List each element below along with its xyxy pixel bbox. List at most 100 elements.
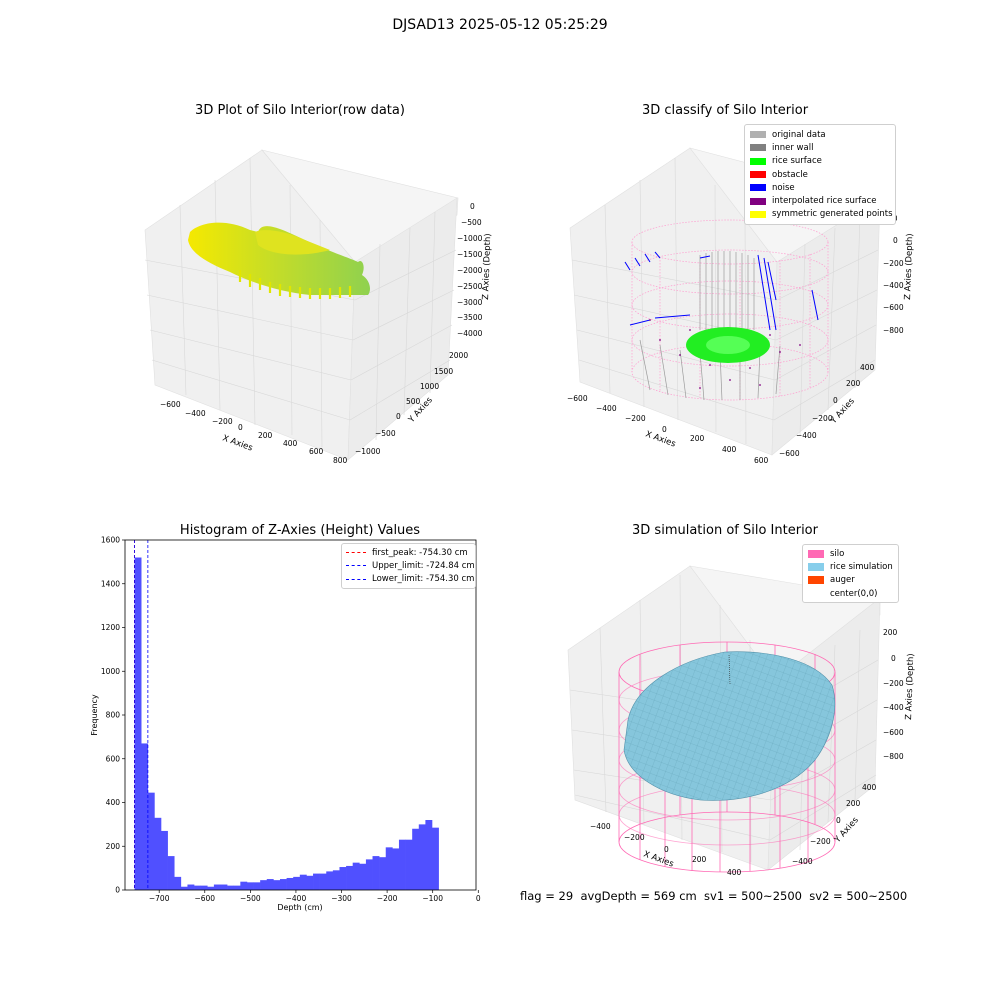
panel4-center-marker xyxy=(728,654,731,685)
panel1-z-label: Z Axies (Depth) xyxy=(481,233,493,300)
legend-label: rice simulation xyxy=(830,561,893,572)
panel1-y-tick: 1500 xyxy=(434,367,453,376)
panel4-x-label: X Axies xyxy=(642,849,675,869)
histogram-x-tick-label: −300 xyxy=(331,894,352,903)
panel2-z-tick: −800 xyxy=(883,326,904,335)
panel2-y-tick: −400 xyxy=(796,431,817,440)
panel1-z-tick: −1500 xyxy=(457,250,483,259)
panel4-x-tick: −200 xyxy=(624,833,645,842)
histogram-y-tick-label: 0 xyxy=(115,886,120,895)
histogram-bar xyxy=(425,820,433,890)
panel4-y-tick: 400 xyxy=(862,783,877,792)
legend-item: interpolated rice surface xyxy=(750,194,890,207)
histogram-y-tick-label: 800 xyxy=(106,711,121,720)
panel4-x-tick: 200 xyxy=(692,855,707,864)
histogram-bar xyxy=(418,824,426,890)
legend-item: obstacle xyxy=(750,168,890,181)
legend-swatch xyxy=(750,157,766,165)
histogram-bar xyxy=(233,885,241,890)
panel2-z-label: Z Axies (Depth) xyxy=(903,233,915,300)
panel1-z-tick: −2500 xyxy=(457,282,483,291)
legend-swatch xyxy=(808,576,824,585)
panel4-z-tick: −400 xyxy=(883,703,904,712)
histogram-bar xyxy=(293,876,301,890)
panel4-z-ticks: 200 0 −200 −400 −600 −800 xyxy=(883,628,904,761)
histogram-bar xyxy=(385,847,393,890)
panel2-x-tick: −600 xyxy=(567,394,588,403)
histogram-bar xyxy=(412,828,420,890)
legend-item: noise xyxy=(750,181,890,194)
legend-item: auger xyxy=(808,574,893,587)
panel2-z-tick: −400 xyxy=(883,281,904,290)
histogram-y-tick-label: 1200 xyxy=(101,623,120,632)
legend-label: inner wall xyxy=(772,142,814,153)
legend-item: silo xyxy=(808,547,893,560)
legend-label: interpolated rice surface xyxy=(772,196,877,207)
panel1-x-tick: 600 xyxy=(309,447,324,456)
histogram-y-ticks: 0 200 400 600 800 1000 1200 1400 1600 xyxy=(101,536,125,895)
histogram-bar xyxy=(279,879,287,890)
histogram-bars xyxy=(134,557,439,890)
panel4-x-tick: −400 xyxy=(590,822,611,831)
legend-item: inner wall xyxy=(750,141,890,154)
panel2-x-tick: −200 xyxy=(625,414,646,423)
panel1-x-tick: −400 xyxy=(185,409,206,418)
histogram-bar xyxy=(194,885,201,890)
histogram-bar xyxy=(246,882,254,890)
histogram-bar xyxy=(154,817,162,890)
histogram-bar xyxy=(273,880,281,890)
panel4-rice-simulation xyxy=(623,651,836,801)
panel2-y-tick: 200 xyxy=(846,379,861,388)
panel4-x-tick: 0 xyxy=(664,845,669,854)
panel1-y-tick: −1000 xyxy=(355,447,381,456)
histogram-bar xyxy=(299,874,307,890)
histogram-bar xyxy=(167,856,175,890)
panel1-y-tick: 500 xyxy=(406,397,421,406)
histogram-bar xyxy=(359,863,367,890)
legend-item: center(0,0) xyxy=(808,587,893,600)
histogram-bar xyxy=(161,830,168,890)
panel1-z-tick: 0 xyxy=(470,202,475,211)
legend-item: Lower_limit: -754.30 cm xyxy=(346,573,474,586)
panel4-y-ticks: −400 −200 0 200 400 xyxy=(792,783,877,866)
histogram-bar xyxy=(332,870,340,890)
panel1-point-cloud-ridges xyxy=(238,270,352,299)
legend-item: rice surface xyxy=(750,155,890,168)
histogram-x-tick-label: −200 xyxy=(377,894,398,903)
histogram-bar xyxy=(174,876,182,890)
histogram-x-tick-label: 0 xyxy=(476,894,481,903)
panel2-y-tick: −200 xyxy=(812,414,833,423)
legend-label: original data xyxy=(772,129,826,140)
histogram-bar xyxy=(379,857,387,890)
panel4-x-ticks: −400 −200 0 200 400 xyxy=(590,822,742,877)
panel1-y-ticks: −1000 −500 0 500 1000 1500 2000 xyxy=(355,351,468,456)
panel2-y-tick: 0 xyxy=(833,396,838,405)
panel2-z-tick: −600 xyxy=(883,303,904,312)
histogram-bar xyxy=(213,884,221,890)
histogram-bar xyxy=(313,873,320,890)
histogram-bar xyxy=(365,859,373,890)
histogram-x-tick-label: −100 xyxy=(422,894,443,903)
histogram-bar xyxy=(346,865,353,890)
legend-swatch xyxy=(750,144,766,152)
panel1-x-tick: 200 xyxy=(258,431,273,440)
panel2-legend: original data inner wall rice surface ob… xyxy=(744,124,896,226)
legend-item: original data xyxy=(750,128,890,141)
panel1-z-ticks: 0 −500 −1000 −1500 −2000 −2500 −3000 −35… xyxy=(457,202,483,338)
legend-label: first_peak: -754.30 cm xyxy=(372,547,468,558)
histogram-bar xyxy=(398,839,406,890)
histogram-bar xyxy=(253,882,261,890)
histogram-bar xyxy=(260,880,268,890)
legend-swatch xyxy=(750,171,766,179)
legend-label: rice surface xyxy=(772,156,822,167)
panel2-y-ticks: −600 −400 −200 0 200 400 xyxy=(779,363,875,458)
legend-swatch xyxy=(750,131,766,139)
panel2-noise-points xyxy=(624,251,819,331)
panel1-gridlines xyxy=(144,157,457,448)
panel1-x-tick: 400 xyxy=(283,439,298,448)
legend-label: Upper_limit: -724.84 cm xyxy=(372,560,475,571)
panel2-silo-wireframe xyxy=(631,219,829,401)
panel2-x-tick: −400 xyxy=(596,404,617,413)
panel1-x-ticks: −600 −400 −200 0 200 400 600 800 xyxy=(160,400,348,465)
legend-line xyxy=(346,565,366,567)
